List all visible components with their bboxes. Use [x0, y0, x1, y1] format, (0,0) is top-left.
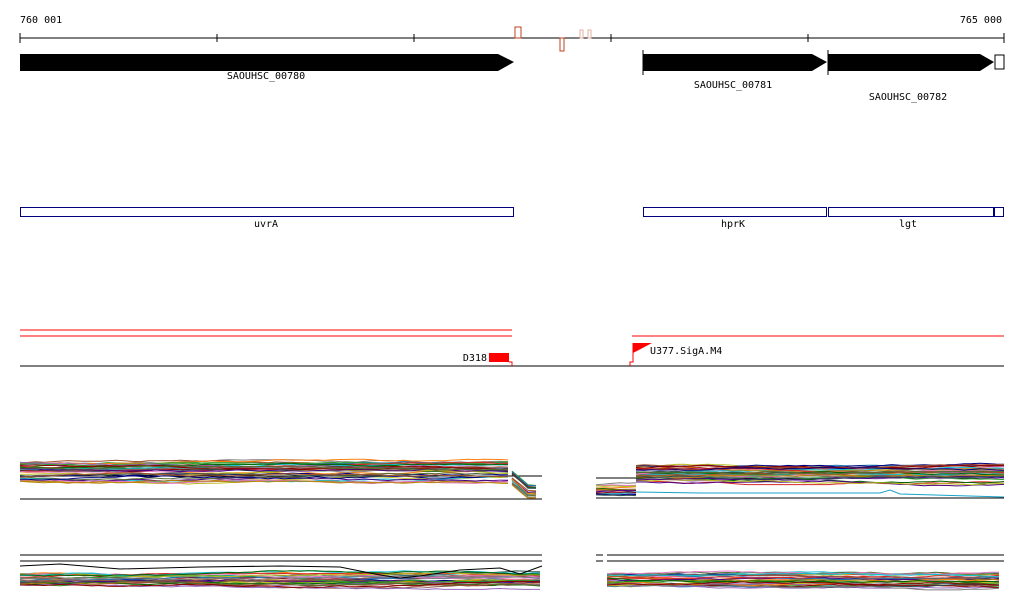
- expression-trace: [635, 489, 1005, 498]
- small-marker[interactable]: [514, 26, 522, 39]
- small-marker[interactable]: [587, 29, 592, 39]
- gene-label: SAOUHSC_00780: [227, 71, 305, 82]
- expression-trace: [595, 493, 637, 496]
- feature-track: D318 U377.SigA.M4: [20, 329, 1004, 367]
- gene-track: SAOUHSC_00780 SAOUHSC_00781 SAOUHSC_0078…: [20, 50, 1005, 103]
- expression-trace: [635, 480, 1005, 487]
- expression-trace: [606, 572, 1000, 578]
- expression-trace: [511, 471, 537, 487]
- expression-trace: [595, 489, 636, 493]
- expression-trace: [19, 479, 509, 484]
- expression-trace: [19, 575, 540, 580]
- expression-trace: [595, 491, 637, 494]
- feature-u377-stem: [629, 343, 634, 366]
- gene-arrow-saouhsc-00780[interactable]: [20, 54, 514, 71]
- expression-track-upper: [19, 458, 1005, 500]
- expression-trace: [595, 486, 637, 489]
- gene-label: SAOUHSC_00782: [869, 92, 947, 103]
- expression-trace: [19, 462, 509, 470]
- gene-name-label: uvrA: [254, 219, 278, 230]
- expression-trace: [595, 492, 636, 495]
- gene-name-box-hprk[interactable]: [643, 207, 827, 217]
- expression-trace: [511, 478, 537, 495]
- expression-trace: [511, 477, 537, 493]
- coordinate-ruler: 760 001 765 000: [19, 15, 1005, 52]
- expression-trace: [606, 575, 1000, 580]
- small-marker[interactable]: [559, 37, 565, 52]
- gene-name-label: lgt: [899, 219, 917, 230]
- expression-trace: [595, 494, 637, 497]
- ruler-end-label: 765 000: [960, 15, 1002, 26]
- expression-trace: [635, 466, 1005, 474]
- gene-arrow-saouhsc-00781[interactable]: [643, 54, 827, 71]
- feature-u377-label: U377.SigA.M4: [650, 346, 722, 357]
- feature-d318-label: D318: [463, 353, 487, 364]
- gene-name-label: hprK: [721, 219, 745, 230]
- small-marker[interactable]: [579, 29, 584, 39]
- expression-trace: [19, 472, 509, 478]
- expression-trace: [511, 482, 537, 498]
- expression-trace: [635, 475, 1005, 481]
- gene-label: SAOUHSC_00781: [694, 80, 772, 91]
- expression-trace: [635, 467, 1005, 471]
- gene-name-box-uvra[interactable]: [20, 207, 514, 217]
- feature-d318-stem: [509, 361, 513, 366]
- gene-arrow-saouhsc-00782[interactable]: [828, 54, 994, 71]
- expression-trace: [595, 484, 637, 487]
- expression-trace: [19, 570, 541, 577]
- expression-trace: [595, 482, 637, 486]
- expression-trace: [19, 580, 541, 588]
- ruler-start-label: 760 001: [20, 15, 62, 26]
- expression-trace: [511, 482, 537, 497]
- expression-trace: [19, 563, 543, 579]
- expression-trace: [595, 485, 637, 488]
- expression-trace: [20, 475, 509, 481]
- expression-trace: [511, 474, 537, 489]
- expression-trace: [511, 484, 537, 499]
- trace-lines: [19, 458, 1005, 499]
- expression-trace: [511, 480, 537, 496]
- expression-trace: [606, 584, 1000, 591]
- expression-trace: [19, 464, 509, 471]
- gene-name-box-lgt[interactable]: [828, 207, 994, 217]
- expression-trace: [20, 464, 509, 471]
- expression-trace: [635, 479, 1005, 486]
- expression-trace: [635, 470, 1005, 475]
- feature-u377-flag[interactable]: [633, 343, 652, 353]
- expression-trace: [511, 477, 537, 492]
- expression-trace: [19, 580, 541, 587]
- expression-trace: [606, 581, 1000, 586]
- gene-name-track: uvrA hprK lgt: [20, 207, 1004, 230]
- trace-lines: [19, 563, 1000, 591]
- expression-track-lower: [19, 554, 1004, 591]
- expression-trace: [635, 476, 1005, 482]
- feature-d318-block[interactable]: [489, 353, 509, 362]
- gene-partial-box[interactable]: [994, 54, 1005, 70]
- expression-trace: [19, 472, 508, 481]
- expression-trace: [19, 570, 541, 577]
- gene-name-box-partial[interactable]: [994, 207, 1004, 217]
